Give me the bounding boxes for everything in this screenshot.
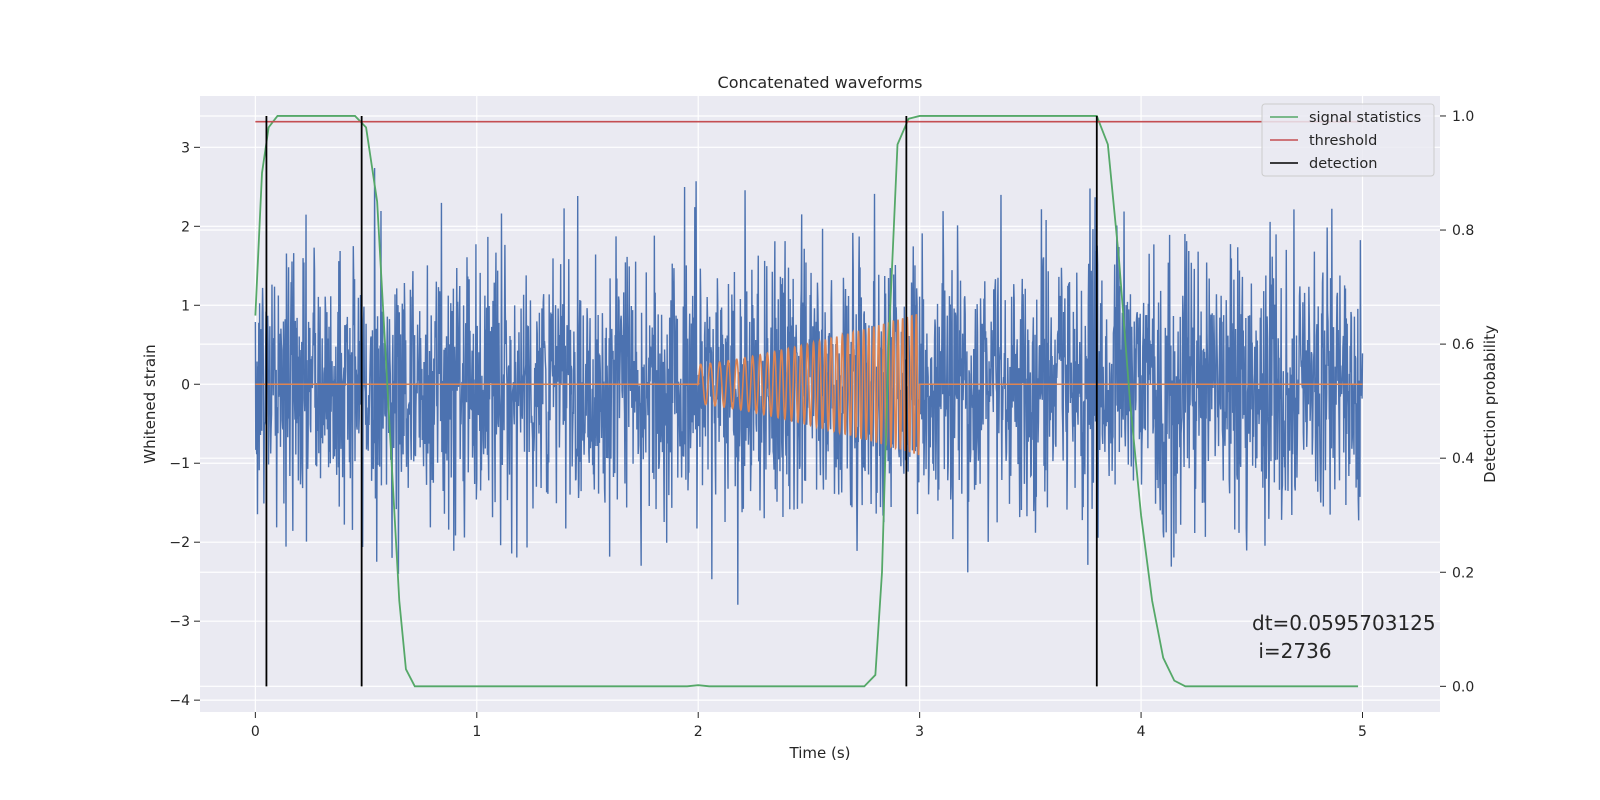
x-tick-label: 5 — [1358, 724, 1367, 740]
x-tick-label: 0 — [251, 724, 260, 740]
chirp-signal-line — [255, 314, 1363, 456]
y-axis-label: Whitened strain — [141, 344, 159, 463]
y2-tick-label: 0.0 — [1452, 679, 1474, 695]
y-tick-label: 1 — [181, 298, 190, 314]
y-tick-label: 2 — [181, 219, 190, 235]
series-layer — [254, 115, 1364, 688]
x-tick-label: 2 — [694, 724, 703, 740]
y-tick-label: −2 — [169, 535, 190, 551]
legend: signal statistics threshold detection — [1261, 103, 1435, 177]
chart-title: Concatenated waveforms — [718, 73, 923, 92]
y2-tick-label: 0.4 — [1452, 451, 1474, 467]
signal-statistics-line — [254, 115, 1359, 688]
annotation-dt: dt=0.0595703125 — [1252, 611, 1436, 635]
y2-tick-label: 1.0 — [1452, 109, 1474, 125]
y-tick-label: −4 — [169, 693, 190, 709]
legend-label-threshold: threshold — [1309, 133, 1377, 149]
x-tick-label: 3 — [915, 724, 924, 740]
y2-axis-label: Detection probability — [1481, 325, 1499, 483]
y2-tick-label: 0.2 — [1452, 565, 1474, 581]
x-tick-label: 4 — [1137, 724, 1146, 740]
x-tick-label: 1 — [472, 724, 481, 740]
y-tick-label: 0 — [181, 377, 190, 393]
legend-label-detection: detection — [1309, 156, 1377, 172]
y2-tick-label: 0.6 — [1452, 337, 1474, 353]
y-tick-label: −3 — [169, 614, 190, 630]
ticks: 0 1 2 3 4 5 −4 −3 −2 −1 0 1 2 3 0.0 0.2 0.4 0.6 0.8 1.0 — [169, 109, 1474, 740]
y-tick-label: 3 — [181, 140, 190, 156]
y-tick-label: −1 — [169, 456, 190, 472]
legend-box — [1261, 103, 1435, 177]
y2-tick-label: 0.8 — [1452, 223, 1474, 239]
x-axis-label: Time (s) — [789, 744, 851, 762]
legend-label-signal-statistics: signal statistics — [1309, 110, 1421, 126]
annotation-i: i=2736 — [1252, 639, 1332, 663]
